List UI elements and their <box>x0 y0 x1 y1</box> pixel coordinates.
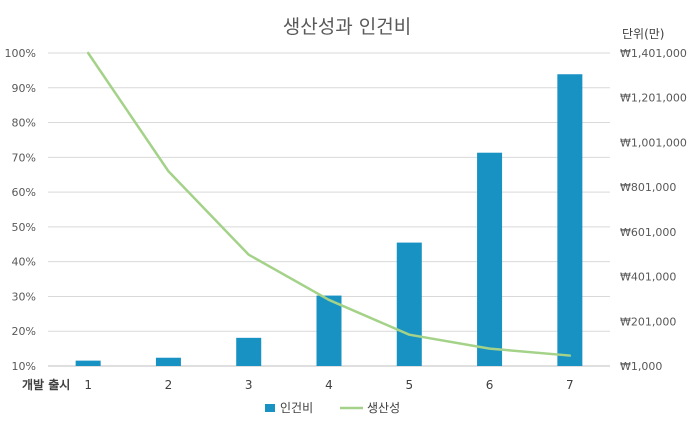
bar <box>75 360 101 366</box>
legend: 인건비 생산성 <box>265 401 400 415</box>
bar <box>236 337 262 366</box>
right-axis-unit-label: 단위(만) <box>622 27 664 41</box>
x-axis-tick-label: 3 <box>245 378 253 392</box>
left-axis-tick-label: 80% <box>12 117 36 130</box>
x-axis-tick-label: 4 <box>325 378 333 392</box>
bar <box>477 152 503 366</box>
left-axis-tick-label: 50% <box>12 221 36 234</box>
left-axis-tick-label: 60% <box>12 186 36 199</box>
x-axis-tick-label: 1 <box>84 378 92 392</box>
left-axis-tick-label: 40% <box>12 256 36 269</box>
x-axis-tick-label: 5 <box>405 378 413 392</box>
x-axis-tick-label: 6 <box>486 378 494 392</box>
right-axis-tick-label: ₩1,000 <box>620 360 662 373</box>
right-axis-tick-label: ₩601,000 <box>620 226 676 239</box>
left-axis-tick-label: 100% <box>5 47 36 60</box>
x-axis-ticks: 1 2 3 4 5 6 7 <box>84 378 573 392</box>
x-axis-tick-label: 2 <box>165 378 173 392</box>
left-axis-ticks: 10% 20% 30% 40% 50% 60% 70% 80% 90% 100% <box>5 47 36 373</box>
left-axis-tick-label: 90% <box>12 82 36 95</box>
bar <box>155 357 181 366</box>
left-axis-tick-label: 30% <box>12 290 36 303</box>
bar-series <box>75 74 583 366</box>
left-axis-tick-label: 70% <box>12 151 36 164</box>
left-axis-tick-label: 20% <box>12 325 36 338</box>
bar <box>396 242 422 366</box>
bar <box>557 74 583 366</box>
line-series <box>86 51 572 357</box>
right-axis-tick-label: ₩1,201,000 <box>620 92 687 105</box>
x-axis-label: 개발 출시 <box>22 377 70 392</box>
gridlines <box>48 52 610 367</box>
legend-label-bar: 인건비 <box>280 401 313 415</box>
left-axis-tick-label: 10% <box>12 360 36 373</box>
series-line <box>86 51 572 357</box>
bar <box>316 295 342 366</box>
right-axis-tick-label: ₩1,001,000 <box>620 136 687 149</box>
right-axis-tick-label: ₩201,000 <box>620 315 676 328</box>
right-axis-tick-label: ₩1,401,000 <box>620 47 687 60</box>
chart-title: 생산성과 인건비 <box>283 16 411 38</box>
legend-swatch-bar <box>265 404 275 412</box>
legend-label-line: 생산성 <box>367 401 400 415</box>
x-axis-tick-label: 7 <box>566 378 574 392</box>
right-axis-tick-label: ₩401,000 <box>620 271 676 284</box>
right-axis-ticks: ₩1,000 ₩201,000 ₩401,000 ₩601,000 ₩801,000 ₩1… <box>620 47 687 373</box>
right-axis-tick-label: ₩801,000 <box>620 181 676 194</box>
